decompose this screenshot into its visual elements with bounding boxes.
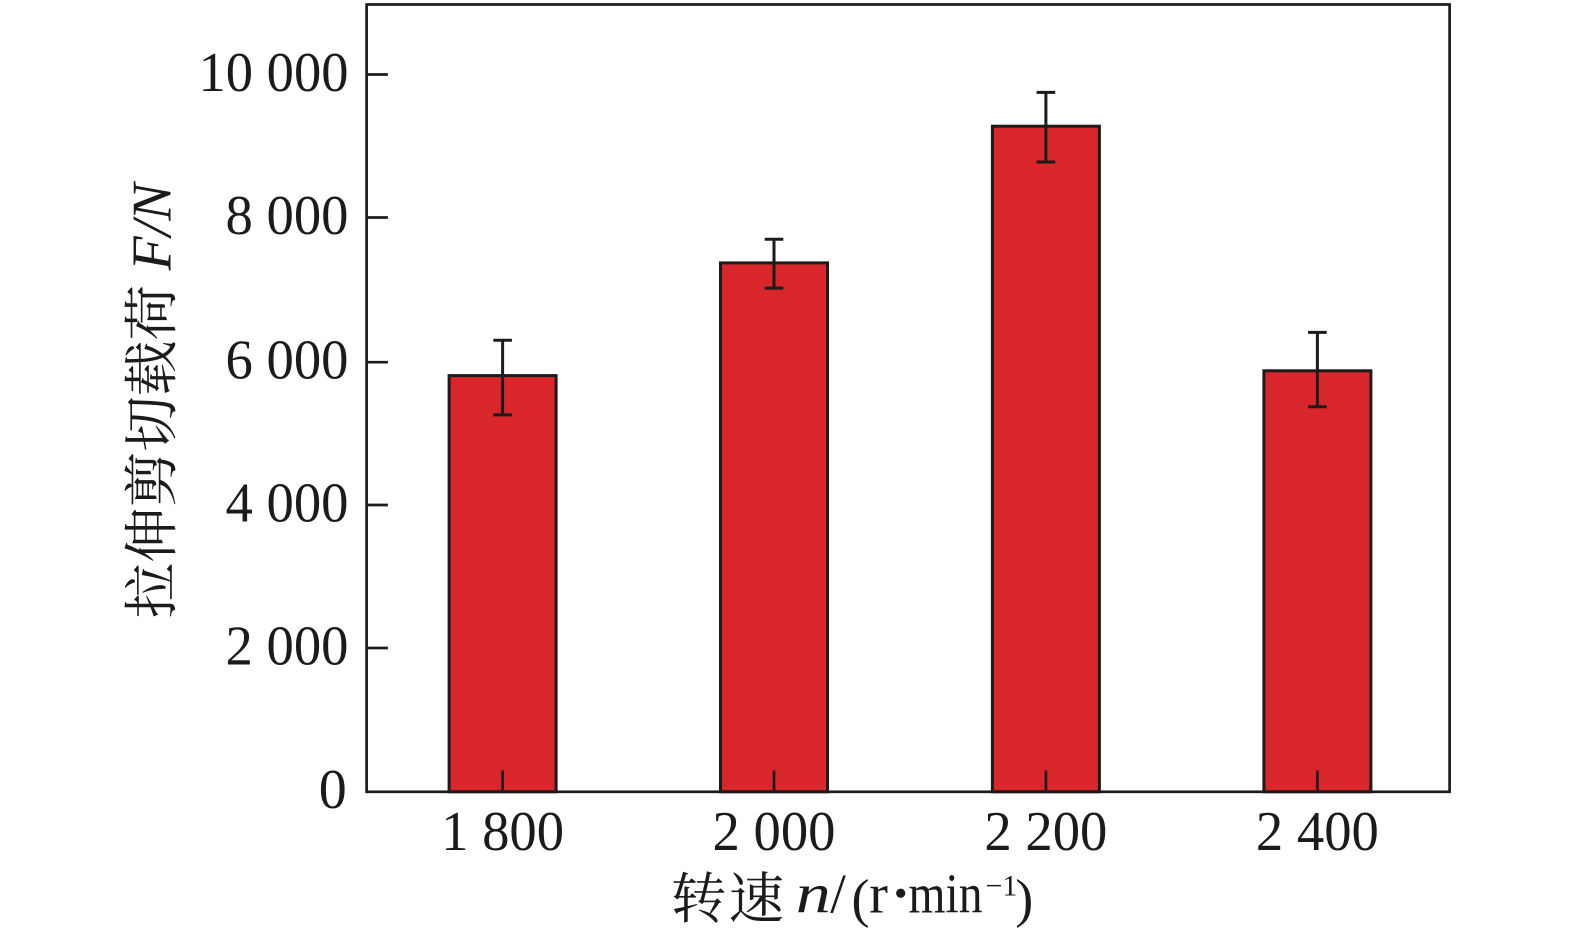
svg-text:6 000: 6 000 — [226, 330, 349, 392]
svg-text:2 400: 2 400 — [1256, 801, 1379, 863]
svg-text:2 000: 2 000 — [226, 615, 349, 677]
svg-text:n: n — [796, 864, 831, 926]
svg-text:2 000: 2 000 — [713, 801, 836, 863]
svg-text:(: ( — [852, 868, 870, 928]
svg-text:r: r — [869, 864, 888, 926]
svg-text:0: 0 — [319, 759, 347, 821]
svg-text:−1: −1 — [986, 870, 1018, 903]
svg-text:8 000: 8 000 — [226, 185, 349, 247]
svg-text:4 000: 4 000 — [226, 472, 349, 534]
svg-text:2 200: 2 200 — [984, 801, 1107, 863]
svg-text:10 000: 10 000 — [199, 42, 349, 104]
svg-text:1 800: 1 800 — [441, 801, 564, 863]
svg-text:/: / — [830, 864, 846, 926]
svg-text:min: min — [909, 864, 983, 926]
svg-text:): ) — [1015, 868, 1033, 928]
svg-text:F/N: F/N — [122, 181, 184, 272]
